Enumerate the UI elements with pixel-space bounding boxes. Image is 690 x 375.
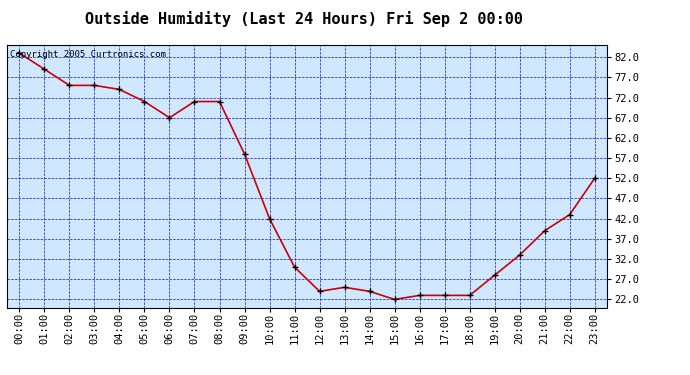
Text: Copyright 2005 Curtronics.com: Copyright 2005 Curtronics.com xyxy=(10,50,166,59)
Text: Outside Humidity (Last 24 Hours) Fri Sep 2 00:00: Outside Humidity (Last 24 Hours) Fri Sep… xyxy=(85,11,522,27)
